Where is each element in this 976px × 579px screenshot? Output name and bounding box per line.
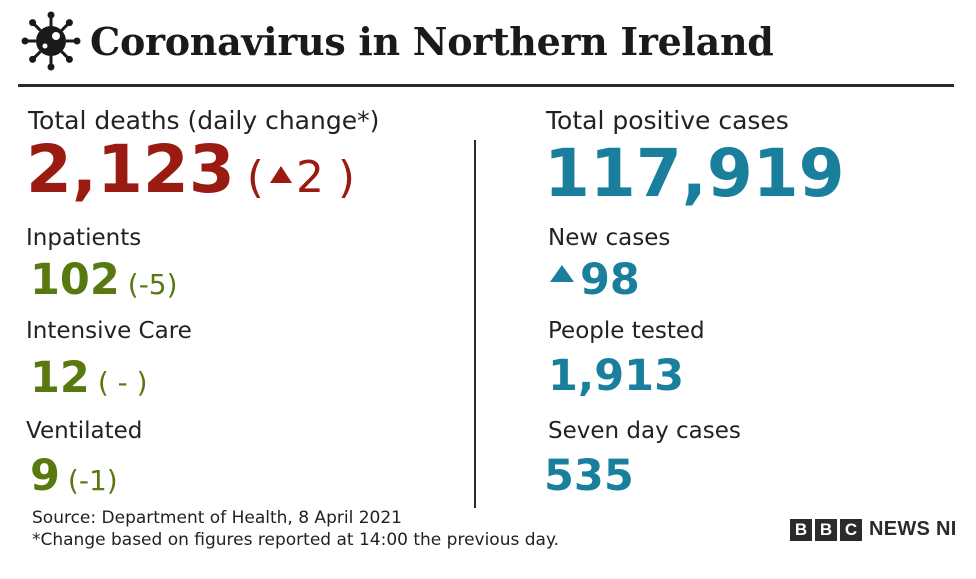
intensive-care-change: ( - ) [97,366,148,399]
bbc-logo-block: C [840,518,862,541]
column-divider [474,140,476,508]
total-cases-value: 117,919 [544,135,845,212]
deaths-change: (2 ) [246,152,356,203]
ventilated-stat: 9 (-1) [30,448,118,509]
source-text: Source: Department of Health, 8 April 20… [32,508,402,528]
bbc-logo-block: B [790,518,812,541]
footnote-text: *Change based on figures reported at 14:… [32,530,559,550]
inpatients-change: (-5) [127,268,178,301]
up-arrow-icon [550,265,574,282]
title-rule [18,84,954,87]
inpatients-value: 102 [30,255,120,305]
deaths-label: Total deaths (daily change*) [28,106,380,135]
deaths-change-value: 2 [295,152,324,203]
seven-day-label: Seven day cases [548,418,741,444]
page-title: Coronavirus in Northern Ireland [90,18,774,64]
bbc-news-ni-logo: B B C NEWS NI [790,518,957,541]
inpatients-stat: 102 (-5) [30,252,178,313]
intensive-care-stat: 12( - ) [30,350,148,411]
new-cases-label: New cases [548,225,671,251]
brand-text: NEWS NI [869,518,957,540]
header: Coronavirus in Northern Ireland [18,8,958,74]
deaths-value: 2,123 [26,131,235,208]
inpatients-label: Inpatients [26,225,142,251]
total-cases-label: Total positive cases [546,106,789,135]
new-cases-stat: 98 [548,252,640,308]
people-tested-value: 1,913 [548,351,685,401]
virus-icon [21,11,81,71]
up-arrow-icon [269,166,292,183]
deaths-stat: 2,123(2 ) [26,130,355,218]
new-cases-value: 98 [580,255,640,305]
ventilated-change: (-1) [67,464,118,497]
intensive-care-value: 12 [30,353,90,403]
ventilated-value: 9 [30,451,60,501]
ventilated-label: Ventilated [26,418,143,444]
people-tested-label: People tested [548,318,705,344]
bbc-logo-block: B [815,518,837,541]
intensive-care-label: Intensive Care [26,318,192,344]
seven-day-value: 535 [544,451,634,501]
